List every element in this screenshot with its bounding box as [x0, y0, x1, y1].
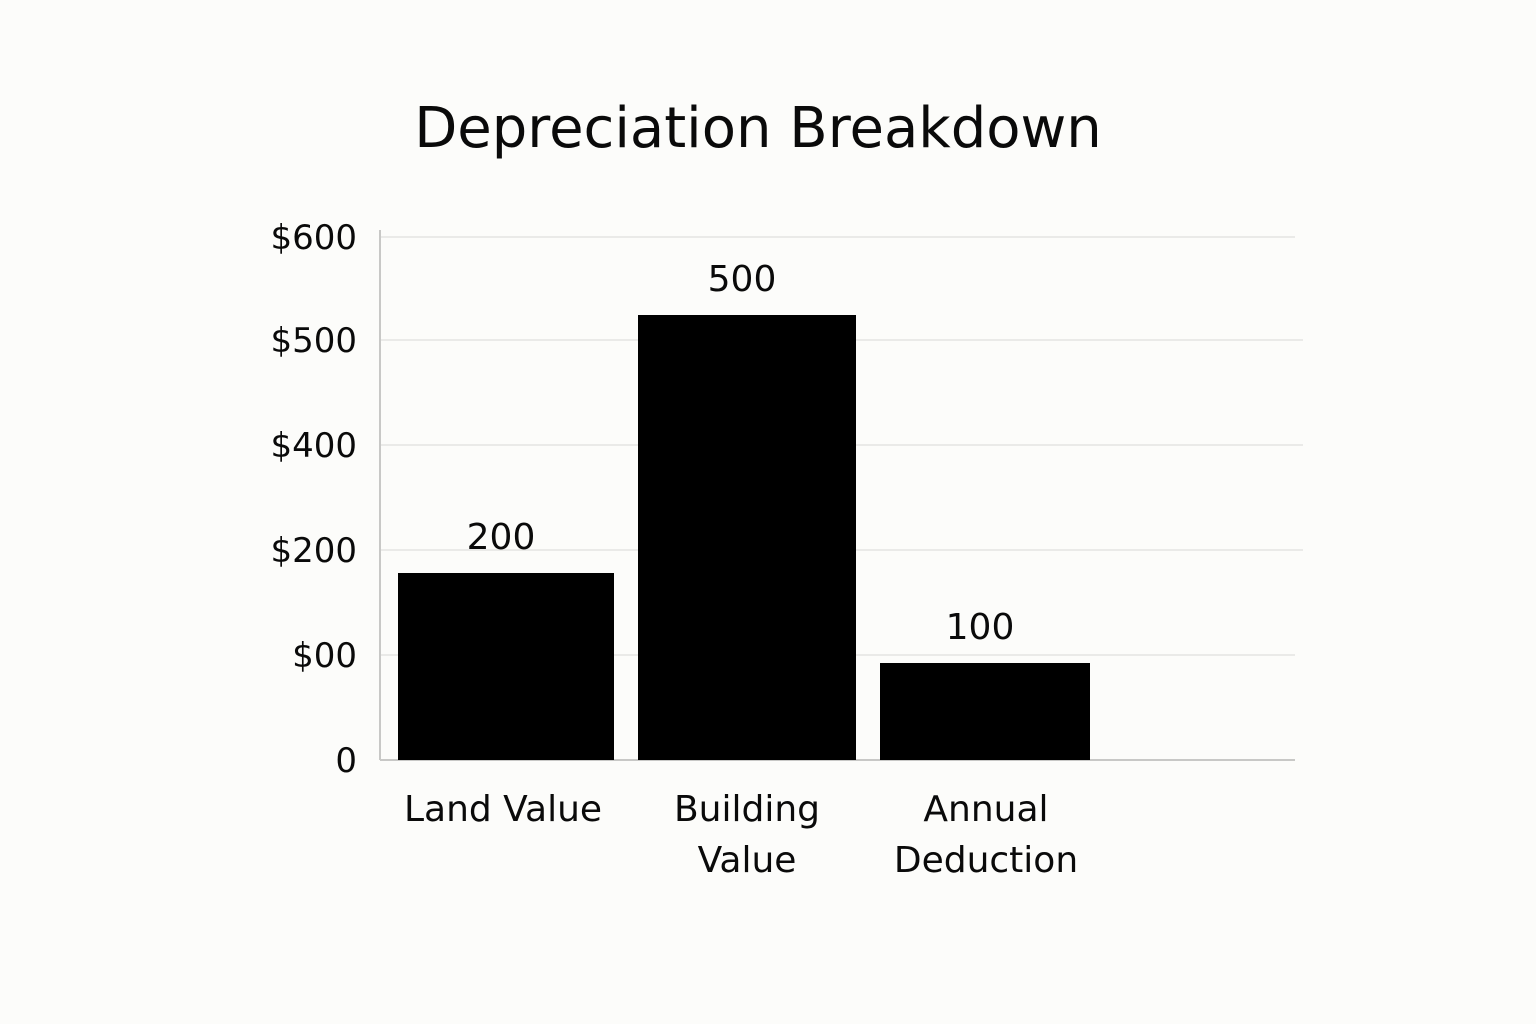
y-axis-ticks: 0 $00 $200 $400 $500 $600 [270, 218, 357, 781]
x-category-label: Land Value [404, 789, 602, 830]
chart-title: Depreciation Breakdown [414, 96, 1102, 161]
y-tick-label: $200 [270, 531, 357, 571]
bars: 200 500 100 [398, 259, 1090, 760]
y-tick-label: $400 [270, 426, 357, 466]
x-category-label: Annual Deduction [894, 789, 1078, 881]
x-axis-categories: Land Value Building Value Annual Deduction [404, 789, 1078, 881]
y-tick-label: $00 [292, 636, 357, 676]
bar [638, 315, 856, 760]
bar [880, 663, 1090, 760]
y-tick-label: $500 [270, 321, 357, 361]
bar-value-label: 500 [708, 259, 777, 300]
x-category-label: Building Value [674, 789, 820, 881]
y-tick-label: 0 [335, 741, 357, 781]
y-tick-label: $600 [270, 218, 357, 258]
bar [398, 573, 614, 760]
bar-value-label: 200 [467, 517, 536, 558]
bar-value-label: 100 [946, 607, 1015, 648]
